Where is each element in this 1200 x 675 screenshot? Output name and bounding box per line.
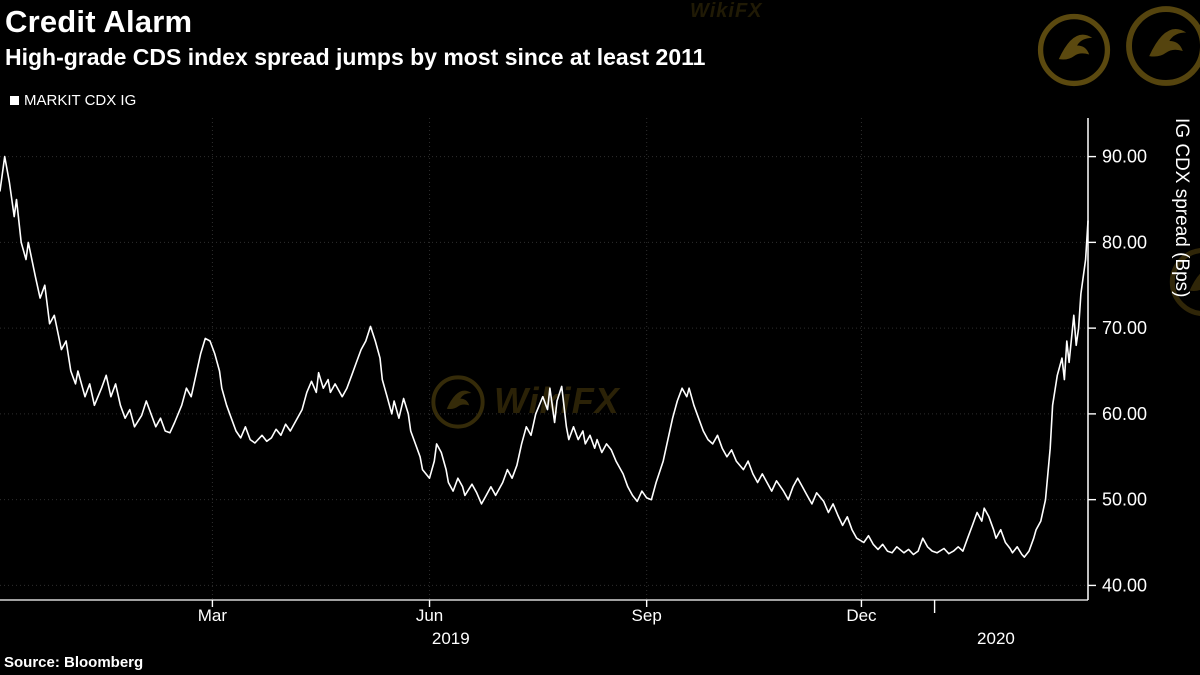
y-tick-label: 60.00 bbox=[1102, 404, 1147, 424]
y-tick-label: 50.00 bbox=[1102, 490, 1147, 510]
legend: MARKIT CDX IG bbox=[10, 92, 136, 109]
y-tick-label: 80.00 bbox=[1102, 232, 1147, 252]
x-year-label: 2019 bbox=[432, 629, 470, 648]
source-credit: Source: Bloomberg bbox=[4, 654, 144, 671]
y-tick-label: 70.00 bbox=[1102, 318, 1147, 338]
series-line bbox=[0, 155, 1089, 558]
x-tick-label: Sep bbox=[632, 606, 662, 625]
y-tick-label: 90.00 bbox=[1102, 147, 1147, 167]
legend-swatch-icon bbox=[10, 96, 19, 105]
chart-subtitle: High-grade CDS index spread jumps by mos… bbox=[5, 44, 706, 70]
y-axis-title: IG CDX spread (Bps) bbox=[1171, 118, 1192, 298]
y-tick-label: 40.00 bbox=[1102, 575, 1147, 595]
legend-label: MARKIT CDX IG bbox=[24, 92, 137, 109]
x-tick-label: Mar bbox=[198, 606, 228, 625]
x-tick-label: Dec bbox=[846, 606, 877, 625]
x-tick-label: Jun bbox=[416, 606, 443, 625]
page-title: Credit Alarm bbox=[5, 4, 193, 39]
x-year-label: 2020 bbox=[977, 629, 1015, 648]
